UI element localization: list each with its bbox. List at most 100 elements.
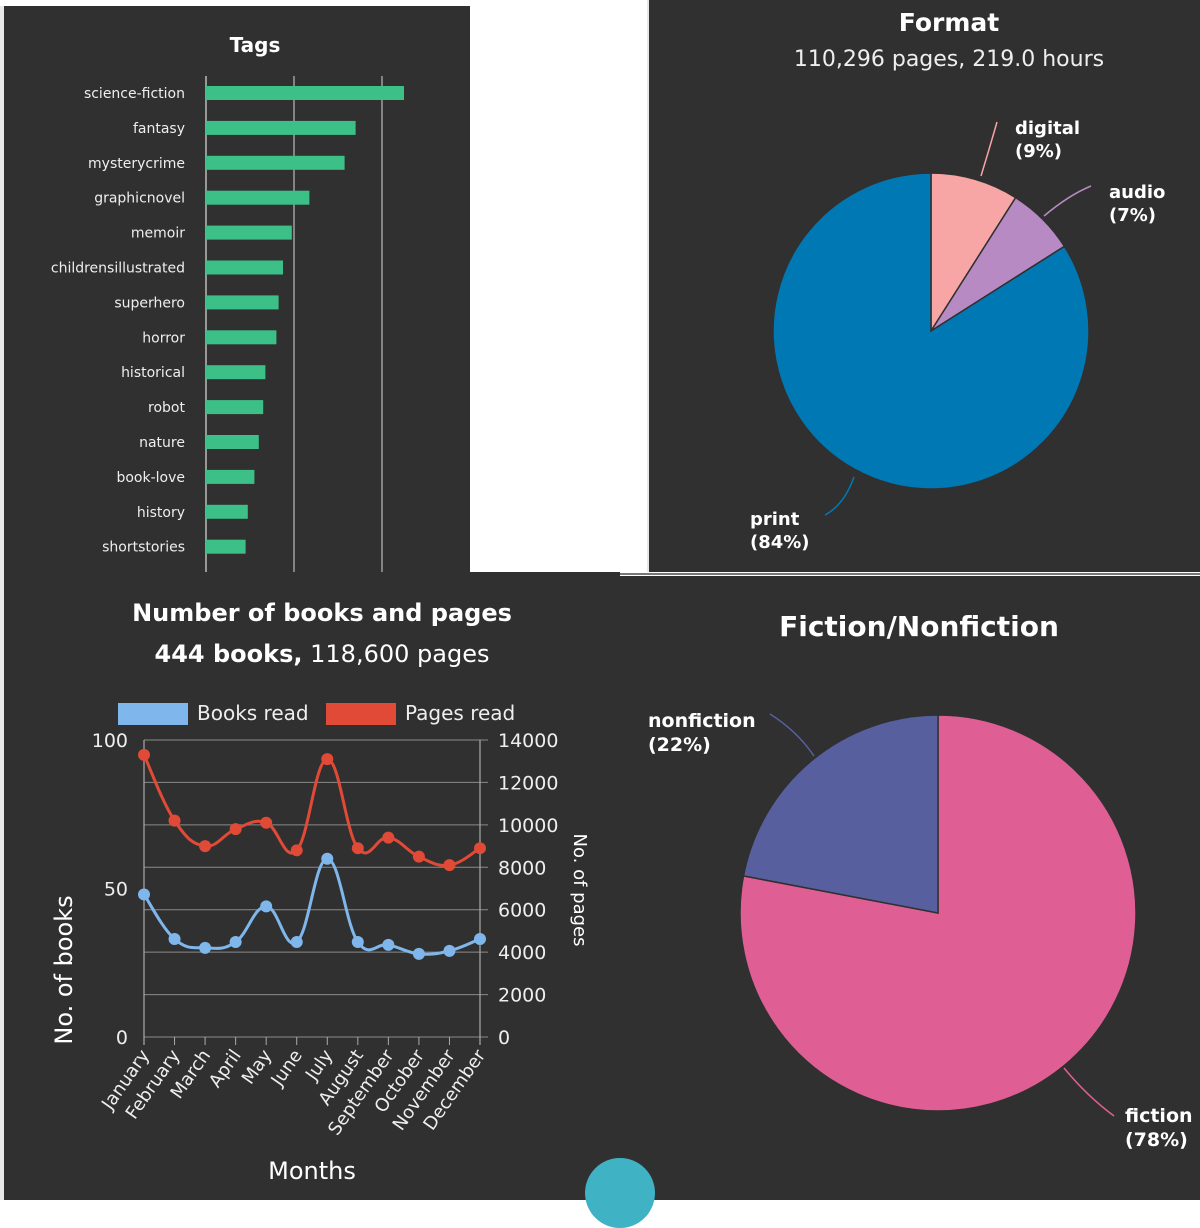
books-right-tick: 14000 — [498, 730, 558, 752]
tags-chart: Tags science-fiction fantasy mysterycrime gr… — [51, 33, 404, 572]
books-right-tick: 8000 — [498, 857, 546, 879]
fiction-slice-percent: (22%) — [648, 734, 711, 756]
format-slice-label: digital — [1015, 118, 1080, 139]
format-slice-label: audio — [1109, 182, 1165, 203]
books-chart-title: Number of books and pages — [132, 599, 512, 627]
tags-bar — [206, 469, 255, 484]
format-slice-percent: (9%) — [1015, 141, 1062, 162]
tags-category-label: science-fiction — [84, 86, 185, 102]
tags-category-label: mysterycrime — [88, 156, 185, 172]
legend-label: Books read — [197, 701, 309, 725]
fiction-slice-percent: (78%) — [1125, 1129, 1188, 1151]
series-point-books — [199, 941, 212, 954]
series-point-pages — [351, 842, 364, 855]
panel-divider — [647, 0, 649, 572]
books-chart-subtitle: 444 books, 118,600 pages — [155, 640, 490, 668]
tags-category-label: historical — [121, 365, 185, 381]
format-slice-percent: (7%) — [1109, 205, 1156, 226]
series-point-books — [229, 935, 242, 948]
tags-category-label: history — [137, 505, 185, 521]
tags-category-label: shortstories — [102, 540, 185, 556]
tags-bar — [206, 155, 345, 170]
fiction-leader-fiction — [1063, 1067, 1115, 1117]
format-chart-panel: Format 110,296 pages, 219.0 hours digital(… — [649, 0, 1200, 572]
series-line-books — [142, 857, 481, 956]
books-right-tick: 4000 — [498, 942, 546, 964]
fiction-slice-nonfiction — [742, 714, 939, 914]
tags-bar — [206, 260, 283, 275]
format-slice-digital — [930, 172, 1017, 334]
books-month-label: May — [238, 1046, 277, 1089]
tags-bar — [206, 86, 404, 100]
fiction-chart: Fiction/Nonfiction nonfiction(22%) fiction… — [648, 610, 1193, 1151]
format-chart-subtitle: 110,296 pages, 219.0 hours — [794, 47, 1104, 72]
tags-category-label: childrensillustrated — [51, 261, 185, 277]
tags-category-label: memoir — [131, 226, 185, 242]
panel-divider — [620, 573, 1200, 575]
series-point-books — [382, 938, 395, 951]
books-left-tick: 50 — [104, 879, 128, 901]
books-left-tick: 100 — [92, 730, 128, 752]
fiction-slice-label: nonfiction — [648, 710, 756, 732]
series-point-pages — [382, 831, 395, 844]
series-point-pages — [260, 816, 273, 829]
series-point-books — [168, 932, 181, 945]
format-slice-print — [772, 172, 1090, 490]
fiction-leader-nonfiction — [769, 713, 815, 757]
books-right-tick: 0 — [498, 1027, 510, 1049]
books-month-label: April — [205, 1046, 246, 1092]
books-month-label: June — [267, 1046, 307, 1091]
series-point-books — [260, 900, 273, 913]
series-point-books — [138, 888, 150, 901]
legend-swatch-books — [118, 703, 188, 725]
series-point-pages — [474, 842, 486, 855]
tags-chart-title: Tags — [230, 33, 281, 57]
series-point-pages — [412, 850, 425, 863]
legend-swatch-pages — [326, 703, 396, 725]
tags-bar — [206, 120, 356, 135]
tags-chart-panel: Tags science-fiction fantasy mysterycrime gr… — [0, 6, 470, 572]
tags-bar — [206, 225, 292, 240]
fiction-chart-panel: Fiction/Nonfiction nonfiction (22%) fiction… — [602, 576, 1200, 1200]
series-point-pages — [199, 840, 212, 853]
tags-bar — [206, 539, 246, 554]
series-point-pages — [443, 859, 456, 872]
tags-bar — [206, 330, 277, 345]
tags-category-label: fantasy — [133, 121, 185, 137]
series-line-pages — [142, 754, 481, 868]
series-point-books — [351, 935, 364, 948]
series-point-books — [443, 944, 456, 957]
series-point-pages — [229, 823, 242, 836]
series-point-books — [321, 852, 334, 865]
pages-total: 118,600 pages — [303, 640, 490, 668]
books-x-axis-title: Months — [268, 1157, 356, 1185]
books-right-tick: 10000 — [498, 815, 558, 837]
books-right-tick: 6000 — [498, 900, 546, 922]
tags-category-label: robot — [148, 400, 185, 416]
books-y2-axis-title: No. of pages — [569, 833, 590, 946]
books-left-tick: 0 — [116, 1027, 128, 1049]
tags-bar — [206, 365, 266, 380]
books-right-tick: 2000 — [498, 985, 546, 1007]
tags-category-label: horror — [142, 330, 185, 346]
books-right-tick: 12000 — [498, 772, 558, 794]
tags-bar — [206, 190, 310, 205]
books-pages-chart-panel: Number of books and pages 444 books, 118,… — [0, 572, 620, 1200]
format-slice-label: print — [750, 509, 800, 530]
tags-bar — [206, 295, 279, 310]
legend-label: Pages read — [405, 701, 515, 725]
series-point-pages — [168, 814, 181, 827]
tags-category-label: superhero — [114, 295, 185, 311]
format-leader-print — [824, 476, 855, 516]
decorative-circle — [585, 1158, 655, 1228]
fiction-slice-label: fiction — [1125, 1105, 1193, 1127]
format-slice-percent: (84%) — [750, 532, 810, 553]
books-total: 444 books, — [155, 640, 303, 668]
format-leader-digital — [980, 121, 998, 177]
series-point-books — [290, 935, 303, 948]
tags-bar — [206, 400, 264, 415]
tags-category-label: graphicnovel — [94, 191, 185, 207]
fiction-slice-fiction — [739, 714, 1137, 1112]
fiction-chart-title: Fiction/Nonfiction — [779, 610, 1059, 643]
